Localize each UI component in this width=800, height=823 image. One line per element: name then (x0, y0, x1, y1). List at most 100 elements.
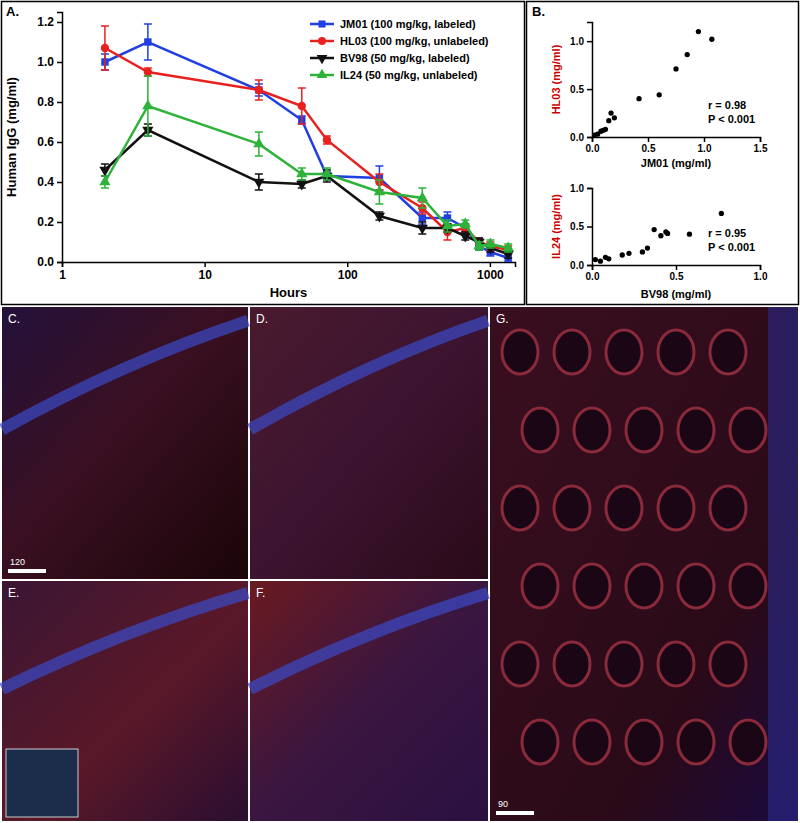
plot-area (593, 211, 724, 264)
tick-label: 1.0 (570, 183, 584, 194)
data-point (323, 136, 331, 144)
tick-mark (648, 137, 650, 142)
error-bar-cap (443, 231, 451, 233)
panel-label: A. (6, 4, 19, 19)
error-bar-cap (443, 211, 451, 213)
tick: 0.0 (586, 137, 600, 154)
y-axis-title: Human IgG (mg/ml) (4, 77, 19, 197)
image-panel: C.120 (2, 307, 248, 579)
tissue-shape (250, 321, 488, 430)
series-line (105, 42, 508, 258)
tissue-shape (626, 720, 662, 764)
tick-label: 1.0 (37, 55, 54, 69)
legend-marker (317, 55, 328, 64)
tick: 0.2 (37, 215, 62, 229)
data-point (687, 232, 692, 237)
error-bar-cap (101, 25, 109, 27)
data-point (99, 175, 110, 185)
series (101, 26, 513, 254)
tick: 0.0 (570, 260, 592, 271)
tick: 0.4 (37, 175, 62, 189)
error-bar-cap (375, 211, 383, 213)
legend-label: JM01 (100 mg/kg, labeled) (340, 18, 476, 30)
legend-marker (317, 69, 328, 78)
micrograph (250, 307, 488, 579)
error-bar (418, 212, 426, 224)
data-point (503, 251, 514, 261)
annotation: r = 0.95 (708, 227, 746, 239)
tissue-shape (658, 486, 694, 530)
micrograph (490, 307, 798, 821)
data-point (645, 245, 650, 250)
micrograph (250, 581, 488, 821)
series (99, 76, 514, 252)
data-point (485, 237, 496, 247)
axis-line (593, 138, 761, 143)
error-bar-cap (418, 207, 426, 209)
error-bar (144, 24, 152, 60)
tissue-shape (606, 642, 642, 686)
tick: 1 (59, 262, 66, 282)
tick: 1.5 (754, 137, 768, 154)
data-point (657, 92, 662, 97)
data-point (321, 167, 332, 177)
data-point (709, 37, 714, 42)
legend-entry: HL03 (100 mg/kg, unlabeled) (310, 35, 489, 47)
error-bar-cap (255, 79, 263, 81)
error-bar-cap (144, 135, 152, 137)
tick: 1.0 (570, 183, 592, 194)
legend-entry: BV98 (50 mg/kg, labeled) (310, 52, 470, 64)
data-point (603, 127, 608, 132)
tissue-shape (730, 564, 766, 608)
tick: 1.0 (754, 265, 768, 282)
data-point (608, 110, 613, 115)
tissue-shape (250, 593, 488, 689)
legend-label: IL24 (50 mg/kg, unlabeled) (340, 69, 478, 81)
tick: 10 (198, 262, 212, 282)
error-bar-cap (443, 239, 451, 241)
y-axis: 0.00.51.0 (570, 23, 592, 143)
axis-line (63, 263, 516, 268)
error-bar-cap (486, 247, 494, 249)
tick: 100 (338, 262, 358, 282)
y-axis: 0.00.20.40.60.81.01.2 (37, 13, 62, 270)
tissue-shape (626, 564, 662, 608)
tick: 0.5 (570, 84, 592, 95)
tissue-shape (502, 486, 538, 530)
tick-label: 1.5 (754, 143, 768, 154)
tick: 0.5 (570, 221, 592, 232)
error-bar-cap (298, 179, 306, 181)
tick-mark (57, 262, 62, 264)
data-point (298, 102, 306, 110)
error-bar-cap (298, 123, 306, 125)
tick-label: 0.8 (37, 95, 54, 109)
data-point (626, 251, 631, 256)
tick-mark (587, 188, 592, 190)
tick-label: 0.0 (570, 260, 584, 271)
tissue-shape (768, 307, 798, 821)
tick: 0.0 (37, 255, 62, 269)
data-point (665, 231, 670, 236)
series-line (105, 106, 508, 248)
data-point (640, 249, 645, 254)
error-bar-cap (101, 69, 109, 71)
tick-mark (587, 137, 592, 139)
data-point (296, 167, 307, 177)
error-bar-cap (375, 179, 383, 181)
tissue-shape (710, 486, 746, 530)
error-bar-cap (298, 179, 306, 181)
x-axis-title: JM01 (mg/ml) (641, 157, 712, 169)
legend-label: BV98 (50 mg/kg, labeled) (340, 52, 470, 64)
series-line (105, 130, 508, 254)
x-axis: 0.00.51.01.5 (586, 137, 768, 154)
panel-label: C. (8, 312, 20, 326)
tissue-shape (2, 321, 248, 430)
tissue-shape (522, 720, 558, 764)
error-bar-cap (461, 227, 469, 229)
x-axis-title: BV98 (mg/ml) (641, 288, 712, 300)
series (101, 24, 512, 262)
tick-label: 0.6 (37, 135, 54, 149)
error-bar-cap (255, 155, 263, 157)
tissue-shape (554, 330, 590, 374)
tick-mark (587, 41, 592, 43)
